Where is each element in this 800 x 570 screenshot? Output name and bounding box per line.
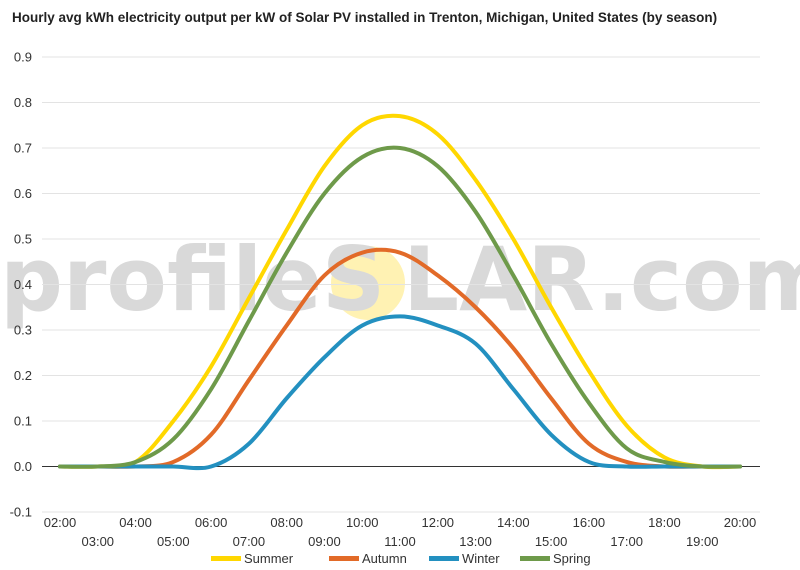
- x-tick-label: 18:00: [648, 515, 681, 530]
- y-tick-label: 0.9: [14, 50, 32, 65]
- watermark-text-right: LAR.com: [403, 228, 800, 331]
- x-tick-label: 13:00: [459, 534, 492, 549]
- x-tick-label: 04:00: [119, 515, 152, 530]
- y-tick-label: 0.0: [14, 459, 32, 474]
- x-tick-label: 14:00: [497, 515, 530, 530]
- x-tick-label: 06:00: [195, 515, 228, 530]
- x-tick-label: 16:00: [573, 515, 606, 530]
- series-line-spring: [58, 145, 742, 469]
- watermark-sun: [331, 246, 405, 320]
- y-tick-label: 0.8: [14, 95, 32, 110]
- legend-swatch-winter: [429, 556, 459, 561]
- series-lines: [58, 113, 742, 471]
- x-tick-label: 08:00: [270, 515, 303, 530]
- legend-label-spring: Spring: [553, 551, 591, 566]
- x-tick-label: 05:00: [157, 534, 190, 549]
- y-tick-label: 0.1: [14, 414, 32, 429]
- series-line-autumn: [58, 247, 742, 469]
- y-tick-label: 0.5: [14, 232, 32, 247]
- legend-label-autumn: Autumn: [362, 551, 407, 566]
- y-tick-label: 0.4: [14, 277, 32, 292]
- legend-swatch-summer: [211, 556, 241, 561]
- gridlines: [42, 56, 760, 513]
- legend-label-summer: Summer: [244, 551, 294, 566]
- y-tick-label: 0.6: [14, 186, 32, 201]
- x-tick-label: 02:00: [44, 515, 77, 530]
- legend: Summer Autumn Winter Spring: [211, 551, 591, 566]
- series-line-winter: [58, 314, 742, 471]
- x-tick-label: 11:00: [384, 534, 416, 549]
- legend-label-winter: Winter: [462, 551, 500, 566]
- x-axis-ticks: 02:00 03:00 04:00 05:00 06:00 07:00 08:00 09:00…: [44, 515, 757, 549]
- x-tick-label: 10:00: [346, 515, 379, 530]
- x-tick-label: 03:00: [82, 534, 115, 549]
- y-tick-label: 0.2: [14, 368, 32, 383]
- x-tick-label: 07:00: [233, 534, 266, 549]
- x-tick-label: 19:00: [686, 534, 719, 549]
- y-tick-label: 0.7: [14, 141, 32, 156]
- watermark-text-left: profileS: [0, 228, 385, 331]
- x-tick-label: 15:00: [535, 534, 568, 549]
- chart-title: Hourly avg kWh electricity output per kW…: [12, 10, 718, 25]
- legend-swatch-spring: [520, 556, 550, 561]
- series-line-summer: [58, 113, 742, 470]
- y-tick-label: 0.3: [14, 323, 32, 338]
- y-axis-ticks: -0.1 0.0 0.1 0.2 0.3 0.4 0.5 0.6 0.7 0.8 0.9: [10, 50, 32, 520]
- legend-swatch-autumn: [329, 556, 359, 561]
- x-tick-label: 09:00: [308, 534, 341, 549]
- x-tick-label: 20:00: [724, 515, 757, 530]
- x-tick-label: 12:00: [422, 515, 455, 530]
- watermark: profileS LAR.com: [0, 228, 800, 331]
- y-tick-label: -0.1: [10, 505, 32, 520]
- x-tick-label: 17:00: [610, 534, 643, 549]
